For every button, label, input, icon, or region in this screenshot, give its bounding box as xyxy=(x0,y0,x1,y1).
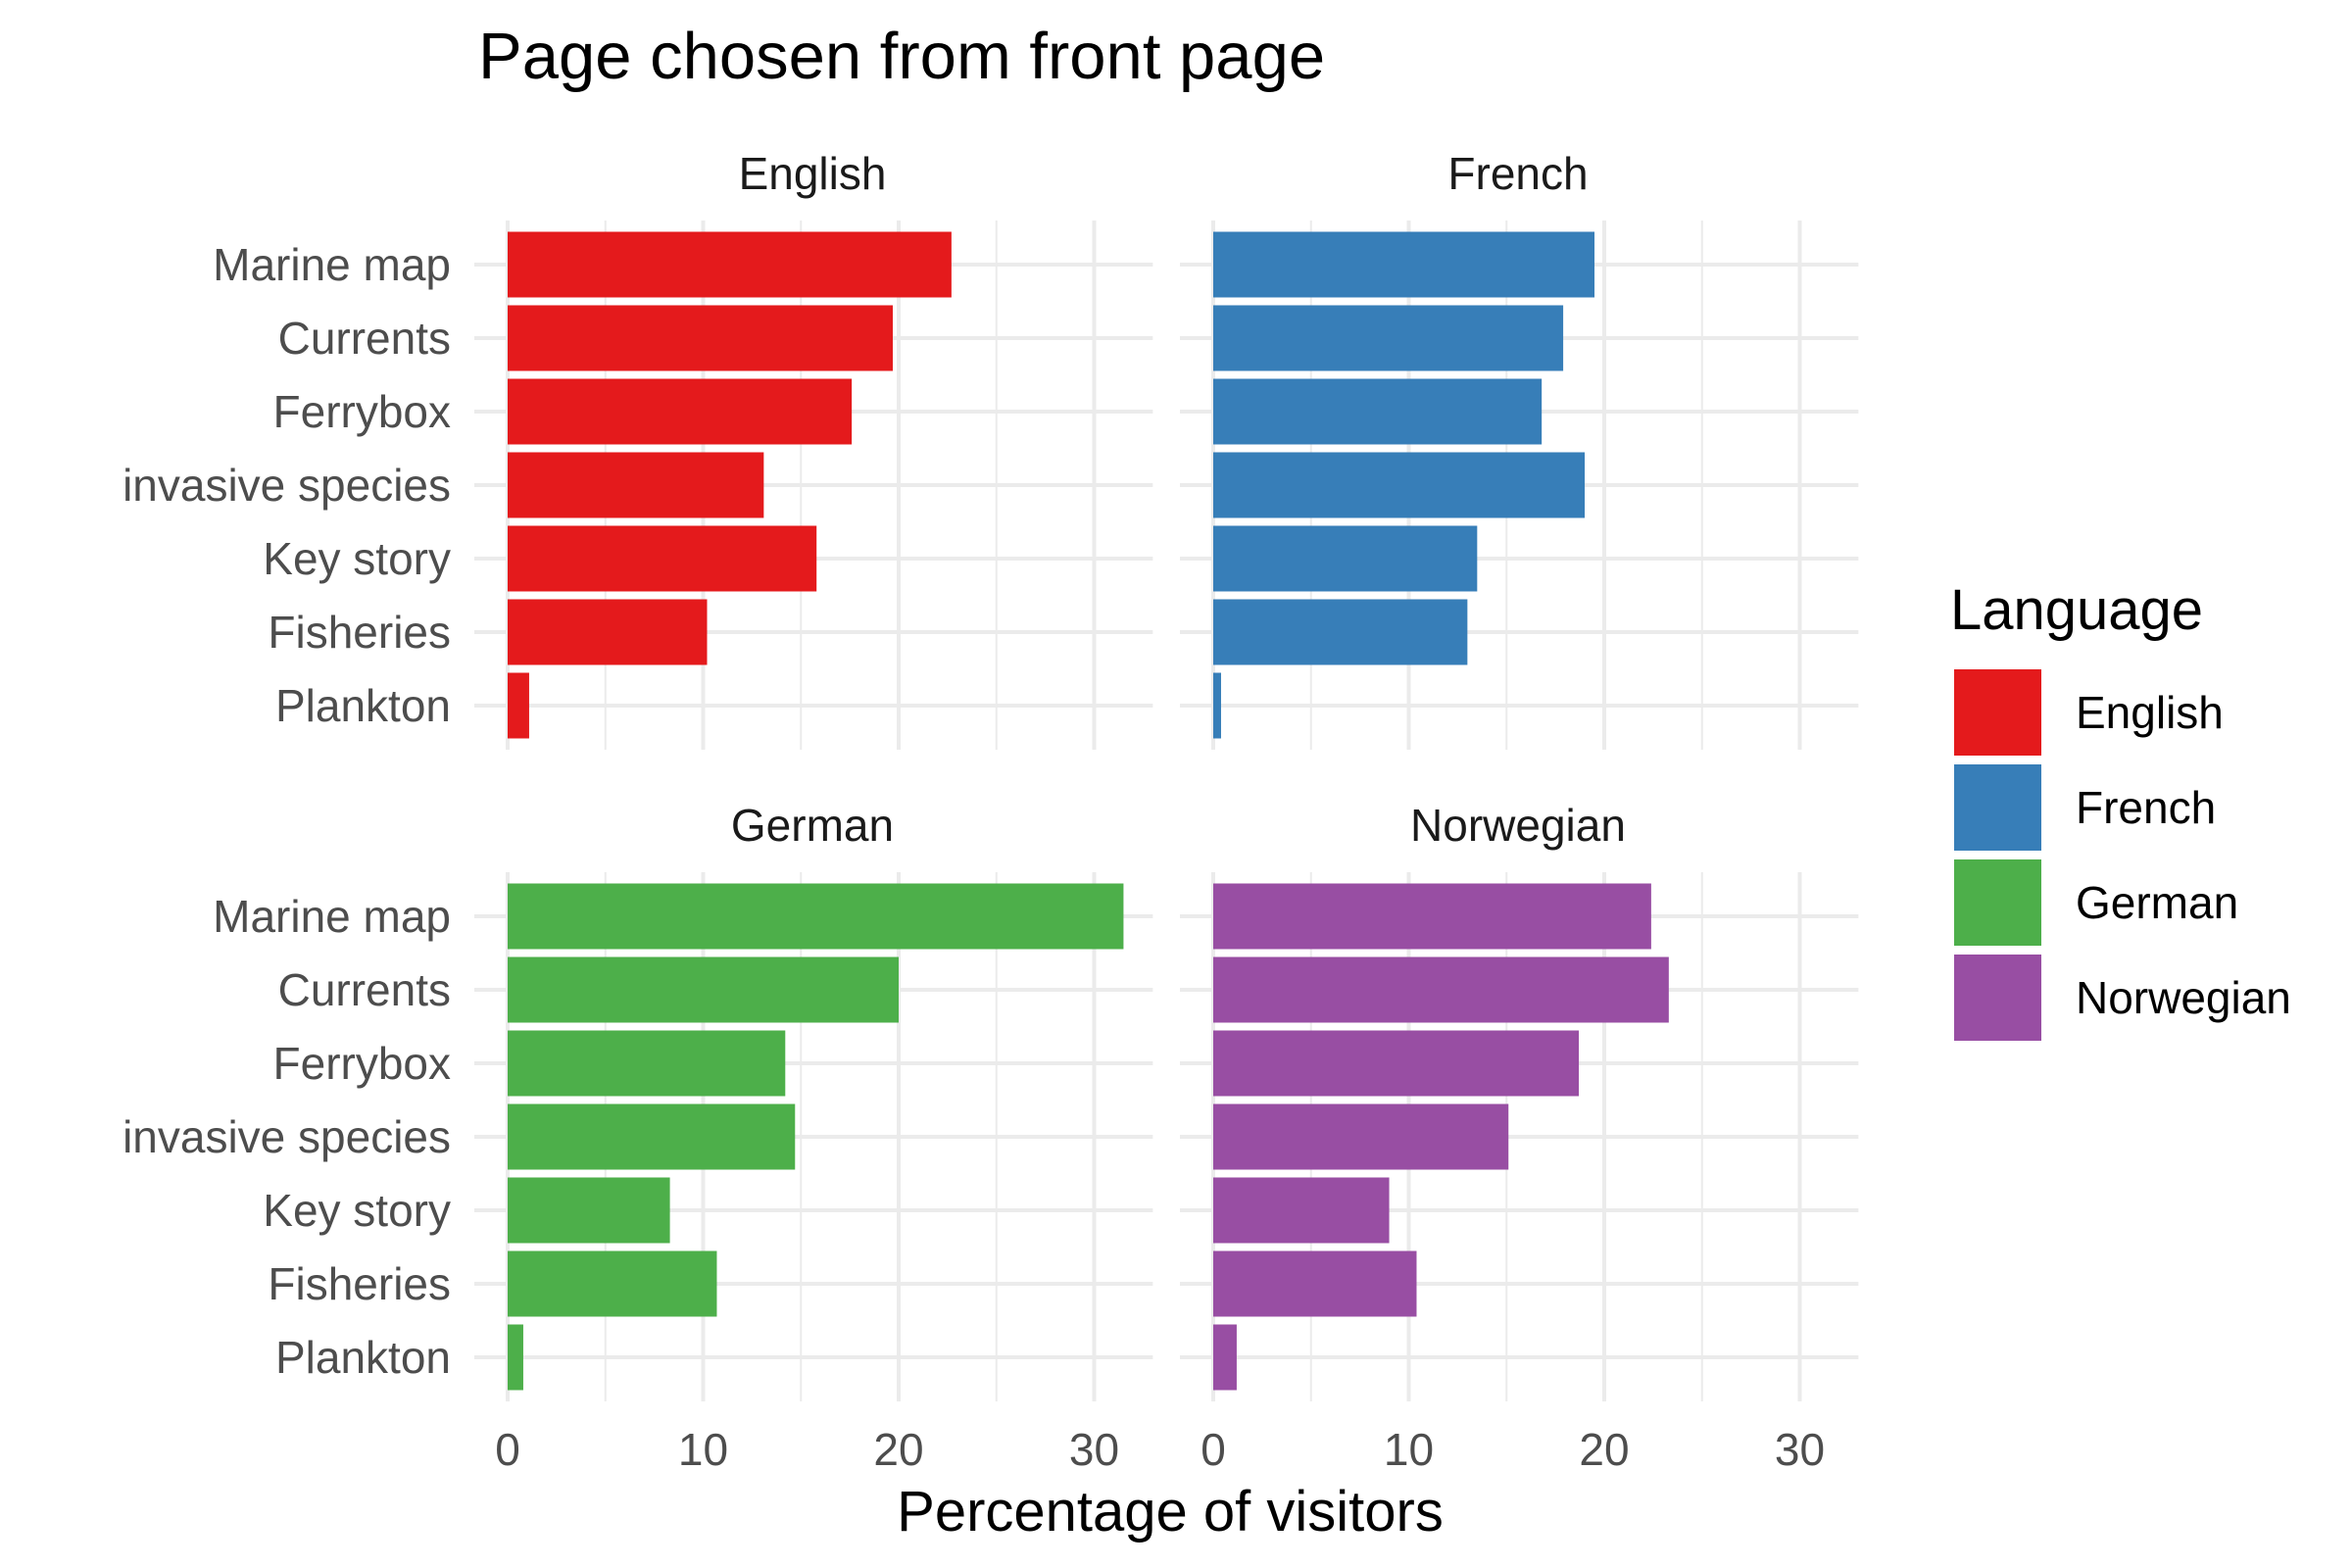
bar-norwegian-invasive-species xyxy=(1213,1103,1509,1170)
bar-norwegian-currents xyxy=(1213,956,1669,1023)
category-label: Key story xyxy=(263,533,451,584)
bar-french-currents xyxy=(1213,305,1564,371)
category-label: Ferrybox xyxy=(273,1038,451,1089)
legend-item-english: English xyxy=(1954,669,2224,756)
legend-label: Norwegian xyxy=(2076,972,2291,1023)
legend-items: English French German Norwegian xyxy=(1954,669,2291,1041)
bar-english-invasive-species xyxy=(508,452,764,518)
category-label: Ferrybox xyxy=(273,386,451,437)
bar-english-plankton xyxy=(508,672,529,739)
category-label: Currents xyxy=(278,313,451,364)
bar-english-key-story xyxy=(508,525,817,592)
bar-norwegian-key-story xyxy=(1213,1177,1390,1244)
legend-swatch xyxy=(1954,859,2041,946)
bar-english-currents xyxy=(508,305,894,371)
x-tick-label: 20 xyxy=(1579,1424,1629,1475)
bar-norwegian-plankton xyxy=(1213,1324,1237,1391)
x-tick-label: 10 xyxy=(678,1424,728,1475)
category-label: Plankton xyxy=(275,1332,451,1383)
category-label: Marine map xyxy=(213,891,451,942)
bar-norwegian-fisheries xyxy=(1213,1250,1417,1317)
bar-german-marine-map xyxy=(508,883,1124,950)
bar-french-ferrybox xyxy=(1213,378,1543,445)
x-tick-label: 10 xyxy=(1384,1424,1434,1475)
legend: Language English French German Norwegian xyxy=(1950,578,2291,1041)
x-tick-label: 30 xyxy=(1775,1424,1825,1475)
bar-german-ferrybox xyxy=(508,1030,786,1097)
legend-swatch xyxy=(1954,764,2041,851)
category-label: invasive species xyxy=(122,1111,451,1162)
panel-english: English Marine map Currents Ferrybox invasiv… xyxy=(122,148,1153,750)
legend-item-german: German xyxy=(1954,859,2238,946)
legend-swatch xyxy=(1954,955,2041,1041)
x-axis-title: Percentage of visitors xyxy=(897,1480,1444,1544)
legend-title: Language xyxy=(1950,578,2203,642)
legend-item-norwegian: Norwegian xyxy=(1954,955,2291,1041)
bar-english-ferrybox xyxy=(508,378,853,445)
facet-strip-label: Norwegian xyxy=(1410,800,1626,851)
x-tick-label: 20 xyxy=(873,1424,923,1475)
bar-norwegian-marine-map xyxy=(1213,883,1651,950)
bar-german-fisheries xyxy=(508,1250,717,1317)
category-label: Marine map xyxy=(213,239,451,290)
bar-french-invasive-species xyxy=(1213,452,1586,518)
x-tick-label: 0 xyxy=(1200,1424,1226,1475)
panel-french: French xyxy=(1180,148,1859,750)
x-tick-label: 0 xyxy=(495,1424,520,1475)
x-tick-label: 30 xyxy=(1069,1424,1119,1475)
category-label: Currents xyxy=(278,964,451,1015)
bar-english-fisheries xyxy=(508,599,708,665)
category-label: Key story xyxy=(263,1185,451,1236)
legend-item-french: French xyxy=(1954,764,2216,851)
panel-german: German Marine map Currents Ferrybox invasive… xyxy=(122,800,1153,1475)
facet-strip-label: French xyxy=(1447,148,1588,199)
facet-strip-label: German xyxy=(731,800,894,851)
bar-german-currents xyxy=(508,956,899,1023)
panel-norwegian: Norwegian 0 10 20 30 xyxy=(1180,800,1859,1475)
chart-title: Page chosen from front page xyxy=(478,20,1325,93)
bar-french-marine-map xyxy=(1213,231,1595,298)
bar-french-fisheries xyxy=(1213,599,1468,665)
bar-german-plankton xyxy=(508,1324,523,1391)
legend-swatch xyxy=(1954,669,2041,756)
bar-german-invasive-species xyxy=(508,1103,796,1170)
legend-label: French xyxy=(2076,782,2216,833)
bar-french-key-story xyxy=(1213,525,1478,592)
facet-strip-label: English xyxy=(739,148,887,199)
facet-panels: English Marine map Currents Ferrybox invasiv… xyxy=(122,148,1859,1475)
category-label: invasive species xyxy=(122,460,451,511)
bar-english-marine-map xyxy=(508,231,952,298)
bar-german-key-story xyxy=(508,1177,670,1244)
legend-label: German xyxy=(2076,877,2238,928)
legend-label: English xyxy=(2076,687,2224,738)
category-label: Fisheries xyxy=(268,607,451,658)
category-label: Fisheries xyxy=(268,1258,451,1309)
bar-french-plankton xyxy=(1213,672,1221,739)
category-label: Plankton xyxy=(275,680,451,731)
bar-norwegian-ferrybox xyxy=(1213,1030,1580,1097)
